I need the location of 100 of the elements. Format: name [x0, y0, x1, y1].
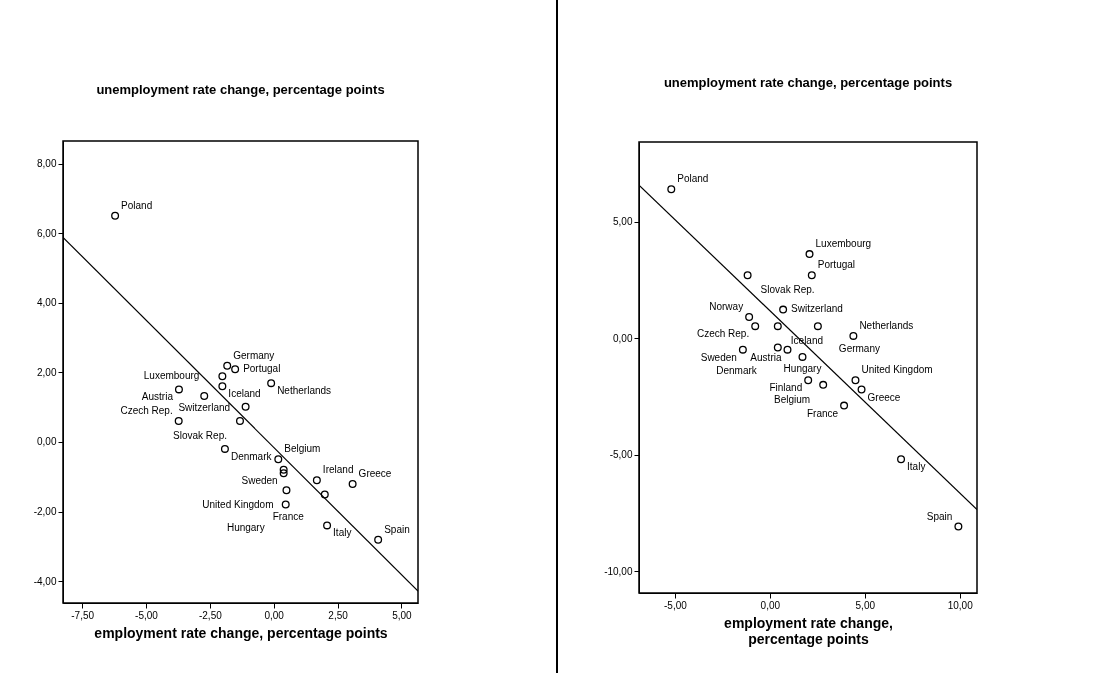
x-axis-title: employment rate change, percentage points — [724, 614, 893, 647]
point — [223, 361, 232, 370]
point — [743, 271, 752, 280]
point — [783, 345, 792, 354]
point — [279, 469, 288, 478]
point — [773, 343, 782, 352]
annotation: Italy — [907, 461, 926, 473]
x-tick-label: -5,00 — [135, 609, 159, 621]
point — [174, 385, 183, 394]
annotation: United Kingdom — [202, 499, 274, 511]
point — [804, 376, 813, 385]
annotation: Luxembourg — [815, 238, 872, 250]
annotation: Greece — [358, 468, 392, 480]
point — [174, 417, 183, 426]
annotation: Spain — [926, 510, 953, 522]
annotation: Austria — [750, 351, 782, 363]
x-tick-label: 0,00 — [760, 599, 781, 611]
point — [220, 444, 229, 453]
chart-title: unemployment rate change, percentage points — [663, 75, 953, 90]
annotation: Switzerland — [178, 402, 231, 413]
y-tick-label: 6,00 — [37, 227, 57, 239]
annotation: Sweden — [700, 351, 737, 363]
y-tick-label: -4,00 — [33, 575, 57, 587]
annotation: Norway — [709, 301, 744, 313]
point — [738, 345, 747, 354]
point — [267, 379, 276, 388]
annotation: Portugal — [243, 362, 281, 374]
y-tick-label: 8,00 — [37, 158, 57, 170]
annotation: Poland — [121, 199, 153, 211]
x-axis-title: employment rate change, percentage points — [94, 624, 388, 641]
annotation: Iceland — [228, 388, 261, 400]
point — [348, 480, 357, 489]
annotation: Portugal — [817, 259, 856, 271]
annotation: Hungary — [783, 362, 822, 374]
point — [235, 417, 244, 426]
point — [798, 352, 807, 361]
annotation: Slovak Rep. — [760, 284, 815, 296]
annotation: Switzerland — [791, 303, 843, 315]
point — [218, 372, 227, 381]
point — [954, 522, 963, 531]
x-tick-label: 5,00 — [392, 609, 413, 621]
annotation: Denmark — [230, 450, 273, 462]
annotation: Hungary — [226, 521, 265, 533]
y-tick-label: 2,00 — [37, 366, 57, 378]
point — [851, 376, 860, 385]
point — [312, 476, 321, 485]
y-tick-label: 0,00 — [37, 436, 57, 448]
annotation: Netherlands — [859, 319, 914, 331]
point — [231, 365, 240, 374]
point — [773, 322, 782, 331]
annotation: France — [806, 407, 839, 419]
annotation: Ireland — [322, 464, 354, 476]
point — [281, 500, 290, 509]
annotation: Spain — [384, 523, 410, 535]
point — [274, 455, 283, 464]
point — [805, 250, 814, 259]
point — [218, 382, 227, 391]
point — [813, 322, 822, 331]
x-tick-label: 0,00 — [264, 609, 285, 621]
y-tick-label: -10,00 — [604, 565, 633, 577]
y-tick-label: -2,00 — [33, 506, 57, 517]
point — [282, 486, 291, 495]
x-tick-label: -7,50 — [71, 609, 95, 621]
point — [849, 331, 858, 340]
point — [111, 211, 120, 220]
annotation: Poland — [677, 173, 709, 185]
point — [840, 401, 849, 410]
point — [323, 521, 332, 530]
x-tick-label: -2,50 — [198, 609, 223, 621]
annotation: Germany — [233, 349, 275, 361]
x-tick-label: 2,50 — [328, 609, 349, 621]
point — [200, 392, 209, 400]
point — [807, 271, 816, 280]
annotation: Italy — [333, 527, 352, 539]
point — [745, 313, 754, 322]
annotation: Luxembourg — [143, 369, 200, 381]
annotation: Sweden — [241, 475, 278, 487]
annotation: Greece — [867, 391, 901, 403]
chart-title: unemployment rate change, percentage points — [96, 82, 385, 97]
annotation: Germany — [838, 343, 880, 355]
point — [374, 535, 383, 544]
annotation: Czech Rep. — [120, 405, 173, 417]
y-tick-label: -5,00 — [609, 449, 633, 461]
annotation: Finland — [769, 382, 803, 394]
annotation: Slovak Rep. — [173, 430, 227, 442]
annotation: Denmark — [716, 364, 758, 376]
annotation: United Kingdom — [861, 364, 933, 376]
point — [241, 402, 250, 411]
point — [279, 465, 288, 474]
annotation: Belgium — [284, 443, 321, 455]
point — [751, 322, 760, 331]
point — [779, 305, 788, 314]
point — [897, 455, 906, 464]
annotation: France — [272, 511, 305, 523]
point — [320, 490, 329, 499]
y-tick-label: 5,00 — [613, 216, 633, 228]
x-tick-label: 10,00 — [947, 599, 974, 611]
annotation: Belgium — [774, 393, 811, 405]
x-tick-label: 5,00 — [855, 599, 876, 611]
y-tick-label: 0,00 — [613, 332, 633, 344]
